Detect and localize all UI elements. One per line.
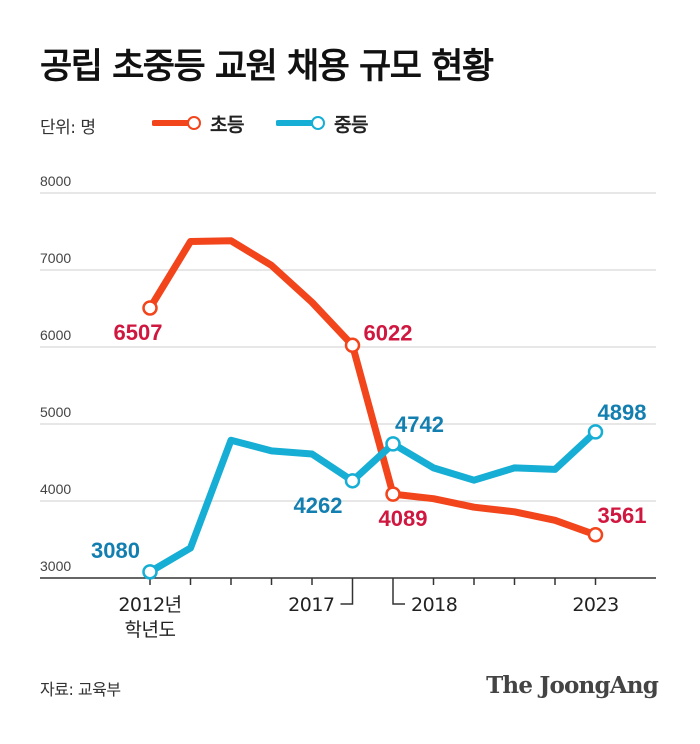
data-label-1-2012: 3080 — [91, 538, 140, 563]
y-tick-label-3000: 3000 — [40, 558, 71, 574]
data-label-1-2017: 4262 — [294, 493, 343, 518]
point-marker-1-2023 — [587, 424, 604, 440]
x-tick-2018 — [392, 578, 405, 605]
legend-swatch-secondary — [276, 111, 328, 135]
source-note: 자료: 교육부 — [40, 680, 121, 699]
series-line-1 — [146, 428, 599, 576]
data-label-0-2012: 6507 — [114, 320, 163, 345]
legend-label-secondary: 중등 — [334, 113, 368, 136]
y-tick-label-5000: 5000 — [40, 404, 71, 420]
chart-title: 공립 초중등 교원 채용 규모 현황 — [40, 47, 494, 87]
data-label-0-2018: 4089 — [379, 506, 428, 531]
point-marker-0-2018 — [385, 486, 401, 502]
data-label-0-2023: 3561 — [598, 503, 647, 528]
data-label-0-2017: 6022 — [364, 320, 413, 345]
x-tick-label-2023-0: 2023 — [572, 594, 618, 616]
point-marker-1-2012 — [142, 564, 158, 580]
data-label-1-2023: 4898 — [598, 400, 647, 425]
point-marker-1-2017 — [344, 473, 361, 489]
y-tick-label-8000: 8000 — [40, 173, 71, 189]
legend-swatch-elementary — [152, 111, 204, 135]
y-tick-label-6000: 6000 — [40, 327, 71, 343]
point-marker-1-2018 — [385, 436, 401, 452]
point-marker-0-2012 — [142, 300, 158, 316]
legend-label-elementary: 초등 — [210, 113, 244, 136]
x-tick-label-2018-0: 2018 — [411, 594, 457, 616]
x-tick-label-2012-1: 학년도 — [125, 619, 176, 641]
publisher-logo: The JoongAng — [486, 672, 659, 699]
y-tick-label-4000: 4000 — [40, 481, 71, 497]
series-line-0 — [146, 237, 599, 539]
data-label-1-2018: 4742 — [395, 412, 444, 437]
x-tick-label-2012-0: 2012년 — [118, 594, 181, 616]
legend-item-secondary: 중등 — [276, 111, 368, 136]
point-marker-0-2023 — [587, 527, 604, 543]
point-marker-0-2017 — [344, 337, 361, 354]
x-tick-label-2017-0: 2017 — [288, 594, 334, 616]
legend-item-elementary: 초등 — [152, 111, 244, 136]
y-tick-label-7000: 7000 — [40, 250, 71, 266]
unit-label: 단위: 명 — [40, 118, 96, 138]
x-tick-2017 — [340, 578, 354, 605]
